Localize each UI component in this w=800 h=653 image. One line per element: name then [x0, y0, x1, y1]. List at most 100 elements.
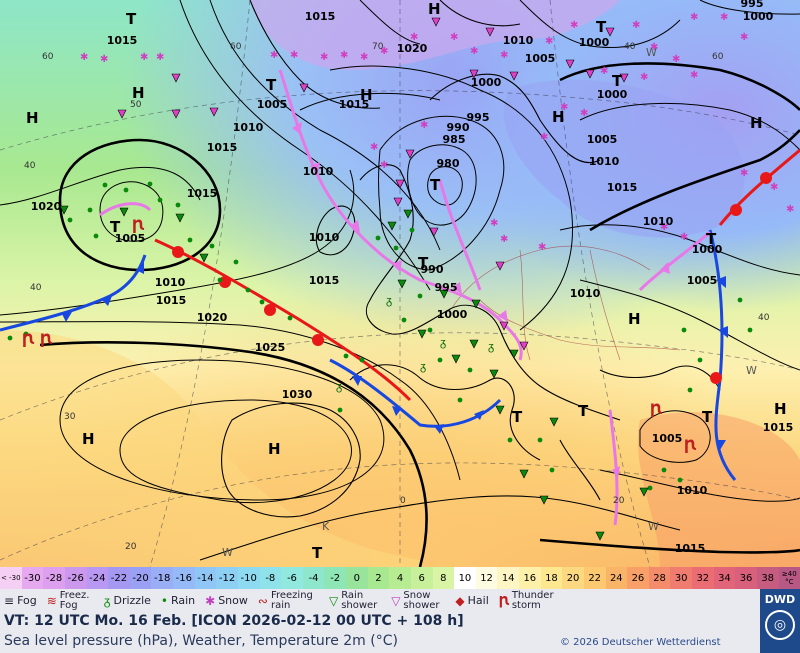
isobar-label: 1015 — [763, 421, 794, 434]
svg-text:✱: ✱ — [380, 160, 388, 171]
dwd-logo-text: DWD — [764, 593, 796, 606]
scale-cell: 8 — [432, 567, 455, 589]
scale-cell: 0 — [346, 567, 368, 589]
isobar-label: 1010 — [303, 165, 334, 178]
isobar-label: 980 — [437, 157, 460, 170]
isobar-label: 1000 — [597, 88, 628, 101]
scale-cell: 22 — [583, 567, 606, 589]
warm-airmass — [0, 330, 420, 567]
scale-cell: 36 — [735, 567, 757, 589]
legend-freezing-rain: ∾ Freezing rain — [254, 591, 319, 611]
scale-cell: 26 — [627, 567, 649, 589]
low-centre: T — [512, 408, 523, 426]
temperature-labels: 60 50 60 70 60 40 40 30 40 20 0 20 40 — [24, 42, 770, 552]
legend-snow-shower-label: Snow shower — [403, 590, 440, 611]
valid-time: VT: 12 UTC Mo. 16 Feb. [ICON 2026-02-12 … — [4, 613, 464, 629]
freezing-rain-icon: ∾ — [257, 594, 268, 608]
occluded-front-low — [99, 202, 152, 217]
isobar-label: 990 — [447, 121, 470, 134]
high-centre: H — [750, 114, 763, 132]
isobar-label: 1010 — [155, 276, 186, 289]
scale-cell: 14 — [497, 567, 519, 589]
svg-text:Ꞃ: Ꞃ — [40, 332, 53, 348]
isobar-label: 995 — [435, 281, 458, 294]
low-centre: T — [312, 544, 323, 562]
legend-hail: ◆ Hail — [451, 594, 488, 608]
isobar-label: 1005 — [115, 232, 146, 245]
high-centre: H — [628, 310, 641, 328]
front-symbols — [62, 122, 772, 478]
isobar-label: 1020 — [31, 200, 62, 213]
scale-cell: -26 — [64, 567, 87, 589]
isobar-label: 1005 — [652, 432, 683, 445]
scale-cell: -20 — [129, 567, 152, 589]
svg-text:✱: ✱ — [672, 54, 680, 65]
isobar-label: 995 — [467, 111, 490, 124]
isobar-label: 1010 — [309, 231, 340, 244]
pressure-centres: H H H H H H H H H H T T T T T T T T T T … — [26, 0, 787, 562]
low-centre: T — [706, 230, 717, 248]
weak-low: W — [646, 46, 657, 59]
weak-low: W — [648, 520, 659, 533]
svg-text:✱: ✱ — [770, 182, 778, 193]
legend-rain-shower-label: Rain shower — [341, 590, 378, 611]
svg-text:✱: ✱ — [740, 32, 748, 43]
temperature-scale: < -30 -30 -28 -26 -24 -22 -20 -18 -16 -14 -12 -10 -8… — [0, 567, 800, 589]
rain-icon: • — [160, 594, 168, 608]
svg-text:✱: ✱ — [720, 12, 728, 23]
svg-text:✱: ✱ — [80, 52, 88, 63]
high-centre: H — [132, 84, 145, 102]
scale-cell: -6 — [281, 567, 303, 589]
isobar-label: 1020 — [397, 42, 428, 55]
legend-thunderstorm: Ꞃ Thunder storm — [495, 591, 562, 611]
svg-text:✱: ✱ — [650, 42, 658, 53]
isobar-label: 1015 — [309, 274, 340, 287]
scale-cell: -2 — [324, 567, 346, 589]
isotherm-label: 40 — [758, 313, 770, 323]
snow-shower-icon: ▽ — [391, 594, 401, 608]
isotherm-label: 50 — [130, 100, 142, 110]
isobar-label: 1015 — [156, 294, 187, 307]
svg-text:✱: ✱ — [786, 204, 794, 215]
svg-text:✱: ✱ — [360, 52, 368, 63]
isobar-label: 1015 — [305, 10, 336, 23]
isobar-label: 1010 — [643, 215, 674, 228]
svg-text:✱: ✱ — [380, 46, 388, 57]
legend-freezing-fog-label: Freez. Fog — [59, 590, 90, 611]
cold-front-atlantic — [0, 254, 147, 332]
low-centre: T — [612, 72, 623, 90]
isobar-label: 1005 — [687, 274, 718, 287]
isobar-label: 1005 — [587, 133, 618, 146]
dwd-logo: DWD ◎ — [760, 589, 800, 653]
svg-text:✱: ✱ — [570, 20, 578, 31]
legend-fog: ≡ Fog — [0, 594, 37, 608]
isobar-label: 1000 — [471, 76, 502, 89]
hail-icon: ◆ — [455, 594, 465, 608]
map-canvas: ✱ ✱ ✱ ✱ ✱ ✱ ✱ ✱ ✱ ✱ ✱ ✱ ✱ ✱ ✱ ✱ ✱ ✱ ✱ ✱ ✱ ✱ ✱ ✱ ✱ ✱ ✱ ✱ ✱ ✱ ✱ ✱ ✱ ✱ ✱… — [0, 0, 800, 567]
scale-cell: -4 — [302, 567, 325, 589]
svg-text:ᵹ: ᵹ — [386, 294, 392, 307]
svg-text:✱: ✱ — [450, 32, 458, 43]
legend-snow-label: Snow — [218, 594, 248, 607]
scale-cell: < -30 — [0, 567, 22, 589]
svg-text:✱: ✱ — [660, 222, 668, 233]
isobar-label: 995 — [741, 0, 764, 10]
isobar-label: 1010 — [570, 287, 601, 300]
svg-text:✱: ✱ — [690, 70, 698, 81]
svg-text:ᵹ: ᵹ — [488, 340, 494, 353]
low-centre: T — [702, 408, 713, 426]
scale-cell: 34 — [713, 567, 736, 589]
low-centre: T — [578, 402, 589, 420]
scale-cell: -28 — [43, 567, 65, 589]
scale-cell: 16 — [519, 567, 541, 589]
legend-snow: ✱ Snow — [201, 594, 248, 608]
low-centre: T — [126, 10, 137, 28]
precipitation-symbols: ✱ ✱ ✱ ✱ ✱ ✱ ✱ ✱ ✱ ✱ ✱ ✱ ✱ ✱ ✱ ✱ ✱ ✱ ✱ ✱ ✱ ✱ ✱ ✱ ✱ ✱ ✱ ✱ ✱ ✱ ✱ ✱ ✱ ✱ ✱… — [7, 12, 794, 541]
svg-text:Ꞃ: Ꞃ — [684, 438, 697, 454]
isobar-label: 1010 — [503, 34, 534, 47]
isotherm-label: 40 — [24, 161, 36, 171]
scale-cell: -10 — [237, 567, 260, 589]
scale-cell: -12 — [216, 567, 238, 589]
svg-text:✱: ✱ — [320, 52, 328, 63]
isotherm-label: 60 — [230, 42, 242, 52]
